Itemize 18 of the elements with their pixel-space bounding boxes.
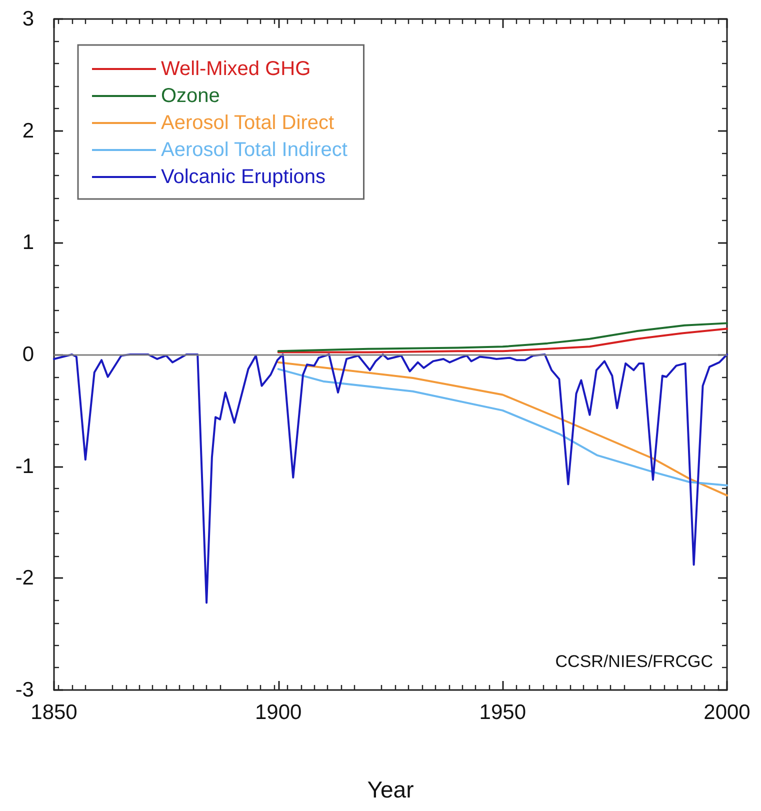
x-tick-label: 1850: [30, 701, 78, 724]
y-tick-label: 1: [22, 231, 34, 254]
x-tick-label: 2000: [704, 701, 750, 724]
x-axis-title: Year: [367, 776, 414, 802]
y-tick-label: 3: [22, 8, 34, 30]
x-tick-label: 1900: [254, 701, 302, 724]
y-tick-label: -3: [15, 678, 34, 702]
y-tick-label: 0: [22, 343, 34, 366]
legend-label: Well-Mixed GHG: [161, 58, 311, 80]
annotation: CCSR/NIES/FRCGC: [555, 652, 714, 671]
legend-label: Ozone: [161, 85, 220, 107]
legend-label: Aerosol Total Indirect: [161, 139, 348, 161]
x-tick-label: 1950: [479, 701, 526, 724]
y-tick-label: 2: [22, 119, 34, 142]
y-tick-label: -2: [15, 566, 34, 590]
legend-label: Aerosol Total Direct: [161, 112, 334, 134]
legend-label: Volcanic Eruptions: [161, 166, 326, 188]
y-tick-label: -1: [15, 454, 34, 478]
